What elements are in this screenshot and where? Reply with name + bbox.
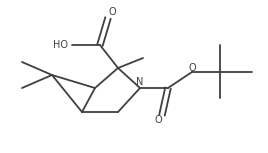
Text: O: O: [154, 115, 162, 125]
Text: HO: HO: [53, 40, 68, 50]
Text: O: O: [108, 7, 116, 17]
Text: N: N: [136, 77, 144, 87]
Text: O: O: [188, 63, 196, 73]
